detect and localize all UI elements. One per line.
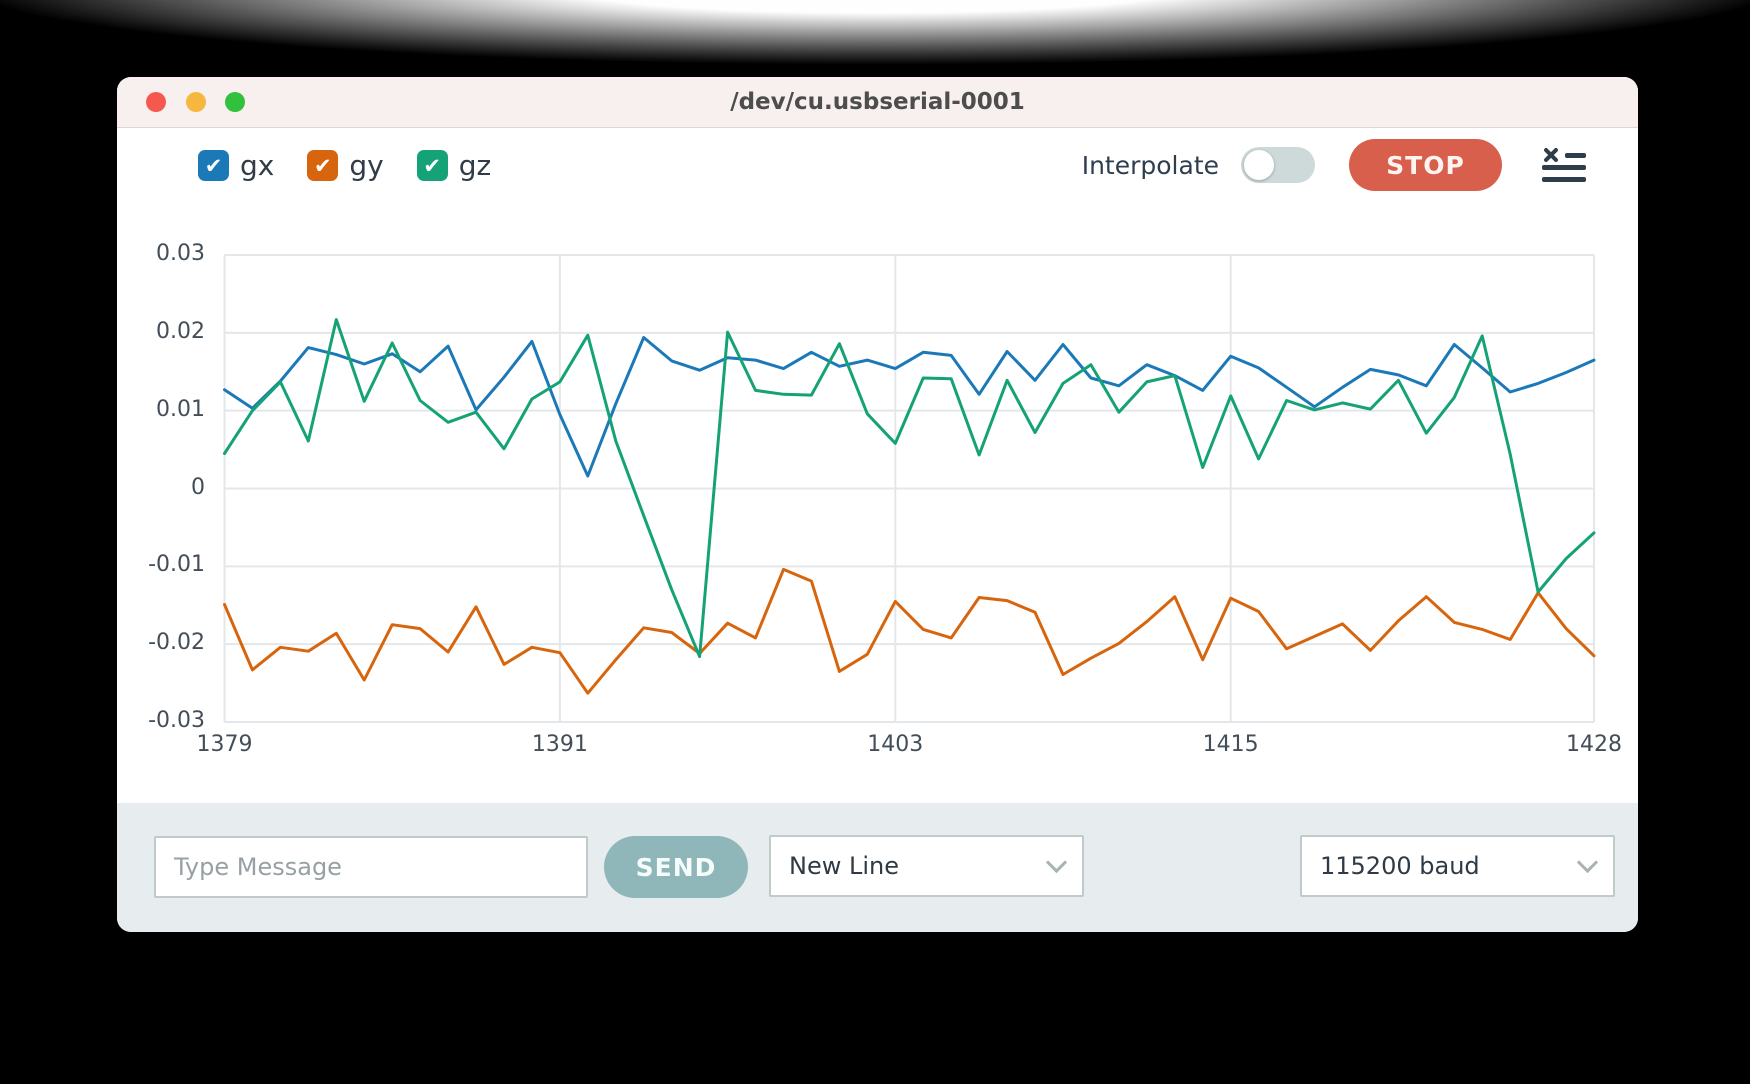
series-legend: ✔ gx ✔ gy ✔ gz [198, 149, 491, 182]
interpolate-label: Interpolate [1081, 150, 1219, 180]
stop-button[interactable]: STOP [1349, 139, 1502, 191]
y-tick-label: 0.02 [156, 318, 205, 344]
list-line-icon [1542, 177, 1586, 182]
gz-checkbox[interactable]: ✔ [416, 150, 448, 181]
chevron-down-icon [1045, 851, 1068, 873]
legend-item-gz[interactable]: ✔ gz [416, 149, 492, 182]
y-tick-label: 0 [191, 474, 205, 500]
window-title: /dev/cu.usbserial-0001 [730, 89, 1025, 115]
x-tick-label: 1403 [867, 732, 924, 757]
line-ending-select[interactable]: New Line [769, 835, 1084, 897]
x-tick-label: 1391 [531, 732, 588, 757]
chart-canvas [223, 254, 1596, 723]
list-line-icon [1542, 165, 1586, 170]
x-tick-label: 1415 [1202, 732, 1259, 757]
gx-checkbox[interactable]: ✔ [198, 150, 229, 181]
gz-label: gz [458, 149, 492, 182]
x-tick-label: 1428 [1566, 732, 1622, 757]
minimize-window-button[interactable] [186, 92, 206, 112]
gy-checkbox[interactable]: ✔ [307, 150, 339, 181]
send-button[interactable]: SEND [604, 836, 748, 898]
close-window-button[interactable] [146, 92, 166, 112]
legend-item-gx[interactable]: ✔ gx [198, 149, 274, 182]
y-tick-label: 0.01 [156, 396, 205, 422]
y-tick-label: 0.03 [156, 241, 205, 266]
zoom-window-button[interactable] [225, 92, 245, 112]
baud-rate-select[interactable]: 115200 baud [1300, 835, 1615, 897]
legend-item-gy[interactable]: ✔ gy [307, 149, 384, 182]
serial-plotter-window: /dev/cu.usbserial-0001 ✔ gx ✔ gy ✔ gz In… [117, 77, 1638, 932]
x-tick-label: 1379 [196, 732, 253, 757]
y-tick-label: -0.03 [148, 708, 205, 733]
message-input[interactable] [154, 836, 588, 898]
toggle-knob-icon [1244, 150, 1274, 180]
chevron-down-icon [1576, 851, 1599, 873]
y-tick-label: -0.02 [148, 630, 205, 656]
clear-console-icon[interactable] [1542, 147, 1586, 183]
interpolate-toggle[interactable] [1241, 147, 1315, 183]
gy-label: gy [349, 149, 384, 182]
y-tick-label: -0.01 [148, 552, 205, 578]
series-line-gx [223, 336, 1596, 478]
toolbar-controls: Interpolate STOP [1082, 139, 1586, 191]
line-chart: 0.03 0.02 0.01 0 -0.01 -0.02 -0.03 1379 1391 140… [117, 77, 1638, 803]
list-line-icon [1565, 153, 1586, 158]
gx-label: gx [240, 149, 275, 182]
baud-rate-value: 115200 baud [1320, 852, 1480, 880]
series-line-gz [223, 318, 1596, 659]
line-ending-value: New Line [789, 852, 899, 880]
title-bar: /dev/cu.usbserial-0001 [117, 77, 1638, 128]
message-bar: SEND New Line 115200 baud [117, 803, 1638, 932]
series-line-gy [223, 567, 1596, 695]
